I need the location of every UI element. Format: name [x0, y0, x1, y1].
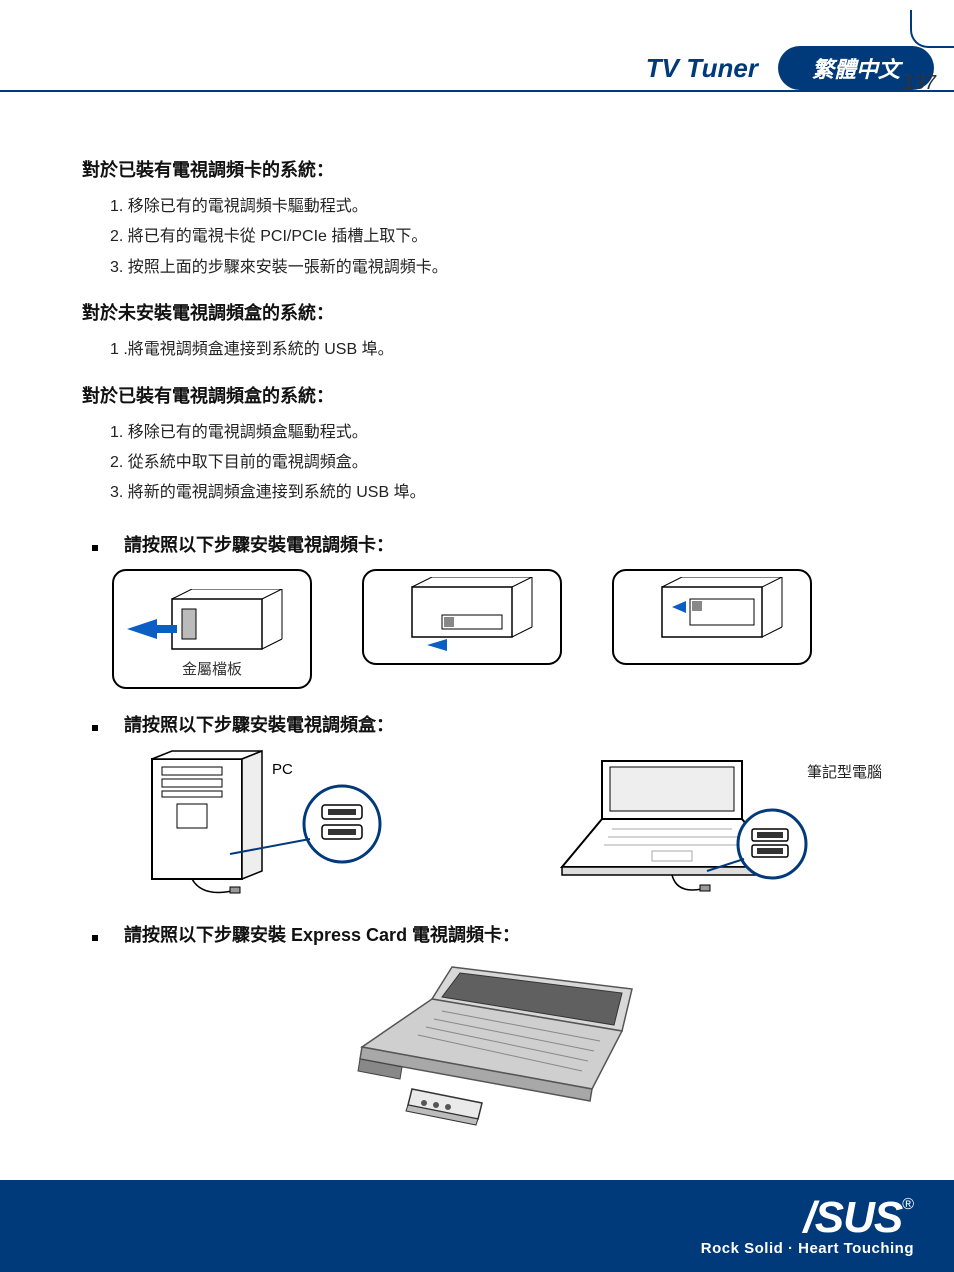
diagram-notebook-usb: 筆記型電腦: [542, 749, 822, 899]
notebook-illustration: [542, 749, 822, 899]
diagram-insert-card: [362, 569, 562, 665]
footer-band: /SUS® Rock Solid · Heart Touching: [0, 1180, 954, 1272]
seat-illustration: [622, 577, 802, 657]
bullet-icon: [92, 935, 98, 941]
bullet-row-2: 請按照以下步驟安裝電視調頻盒：: [82, 711, 862, 737]
list-3: 1. 移除已有的電視調頻盒驅動程式。 2. 從系統中取下目前的電視調頻盒。 3.…: [110, 418, 862, 509]
list-1: 1. 移除已有的電視調頻卡驅動程式。 2. 將已有的電視卡從 PCI/PCIe …: [110, 192, 862, 283]
list-item: 1. 移除已有的電視調頻卡驅動程式。: [110, 192, 862, 222]
list-item: 2. 從系統中取下目前的電視調頻盒。: [110, 448, 862, 478]
bullet-row-3: 請按照以下步驟安裝 Express Card 電視調頻卡：: [82, 921, 862, 947]
bracket-illustration: [122, 589, 302, 669]
bullet-text-3: 請按照以下步驟安裝 Express Card 電視調頻卡：: [124, 921, 520, 947]
diagram-seat-card: [612, 569, 812, 665]
asus-logo: /SUS®: [701, 1196, 914, 1240]
insert-illustration: [372, 577, 552, 657]
notebook-label: 筆記型電腦: [807, 761, 882, 782]
bullet-text-1: 請按照以下步驟安裝電視調頻卡：: [124, 531, 394, 557]
diagram-express-card: [342, 959, 662, 1129]
footer-slogan: Rock Solid · Heart Touching: [701, 1240, 914, 1257]
bullet-text-2: 請按照以下步驟安裝電視調頻盒：: [124, 711, 394, 737]
usb-diagram-row: PC: [122, 749, 862, 899]
bullet-icon: [92, 725, 98, 731]
list-item: 1 .將電視調頻盒連接到系統的 USB 埠。: [110, 335, 862, 365]
diagram-pc-usb: PC: [122, 749, 402, 899]
list-2: 1 .將電視調頻盒連接到系統的 USB 埠。: [110, 335, 862, 365]
main-content: 對於已裝有電視調頻卡的系統： 1. 移除已有的電視調頻卡驅動程式。 2. 將已有…: [82, 140, 862, 1129]
section-heading-1: 對於已裝有電視調頻卡的系統：: [82, 156, 862, 182]
section-heading-2: 對於未安裝電視調頻盒的系統：: [82, 299, 862, 325]
corner-tab: [910, 10, 954, 48]
asus-logo-text: /SUS: [804, 1193, 903, 1242]
page-number: 137: [903, 72, 936, 95]
express-illustration: [342, 959, 662, 1129]
product-title: TV Tuner: [646, 53, 758, 84]
pc-label: PC: [272, 761, 293, 778]
list-item: 3. 將新的電視調頻盒連接到系統的 USB 埠。: [110, 478, 862, 508]
bullet-row-1: 請按照以下步驟安裝電視調頻卡：: [82, 531, 862, 557]
card-diagram-row: 金屬檔板: [112, 569, 862, 689]
registered-mark: ®: [902, 1196, 914, 1213]
list-item: 2. 將已有的電視卡從 PCI/PCIe 插槽上取下。: [110, 222, 862, 252]
pc-illustration: [122, 749, 402, 899]
list-item: 1. 移除已有的電視調頻盒驅動程式。: [110, 418, 862, 448]
bullet-icon: [92, 545, 98, 551]
diagram-metal-bracket: 金屬檔板: [112, 569, 312, 689]
footer-brand-block: /SUS® Rock Solid · Heart Touching: [701, 1196, 914, 1257]
section-heading-3: 對於已裝有電視調頻盒的系統：: [82, 382, 862, 408]
list-item: 3. 按照上面的步驟來安裝一張新的電視調頻卡。: [110, 253, 862, 283]
diagram-caption-bracket: 金屬檔板: [182, 658, 242, 679]
